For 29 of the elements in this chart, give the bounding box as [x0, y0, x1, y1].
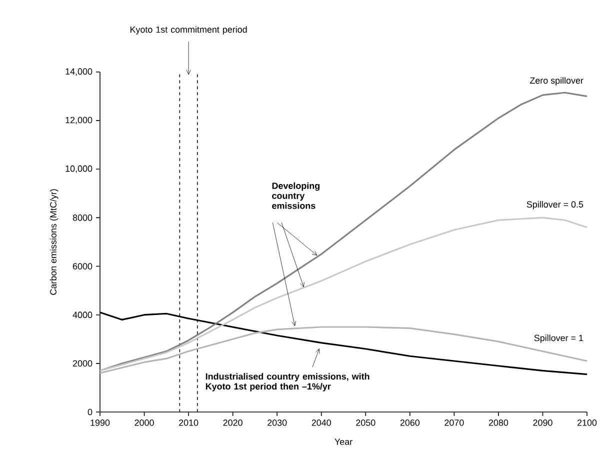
y-tick-label: 8000: [72, 214, 92, 221]
line-series: [99, 216, 588, 372]
x-tick-label: 2010: [179, 420, 198, 426]
x-tick-label: 2020: [223, 420, 242, 426]
y-tick-label: 12,000: [66, 116, 92, 124]
x-tick-label: 2050: [356, 420, 376, 426]
y-axis-title: Carbon emissions (MtC/yr): [50, 189, 58, 295]
y-tick-label: 4000: [72, 312, 92, 318]
annotation: Developing country emissions: [272, 182, 320, 209]
y-tick-label: 0: [88, 408, 92, 416]
x-tick-label: 2040: [312, 420, 331, 426]
y-tick-label: 6000: [73, 263, 92, 270]
series-label: Zero spillover: [530, 77, 584, 86]
y-tick-label: 10,000: [66, 165, 92, 173]
x-tick-label: 2070: [444, 420, 464, 426]
y-tick-label: 14,000: [66, 68, 92, 76]
x-axis-title: Year: [334, 438, 352, 445]
ref-line-label: Kyoto 1st commitment period: [130, 26, 247, 34]
series-label: Spillover = 0.5: [526, 200, 584, 210]
series-label: Spillover = 1: [534, 334, 584, 343]
x-tick-label: 2080: [488, 420, 508, 426]
x-tick-label: 2090: [533, 420, 552, 426]
x-tick-label: 2030: [268, 420, 287, 426]
legend-label: Industrialised country emissions, with Kyoto 1st period then –1%/yr: [206, 373, 370, 392]
x-tick-label: 2100: [577, 420, 597, 426]
x-tick-label: 1990: [90, 420, 110, 426]
y-tick-label: 2000: [73, 360, 92, 367]
x-tick-label: 2000: [134, 420, 154, 426]
x-tick-label: 2060: [400, 420, 420, 426]
